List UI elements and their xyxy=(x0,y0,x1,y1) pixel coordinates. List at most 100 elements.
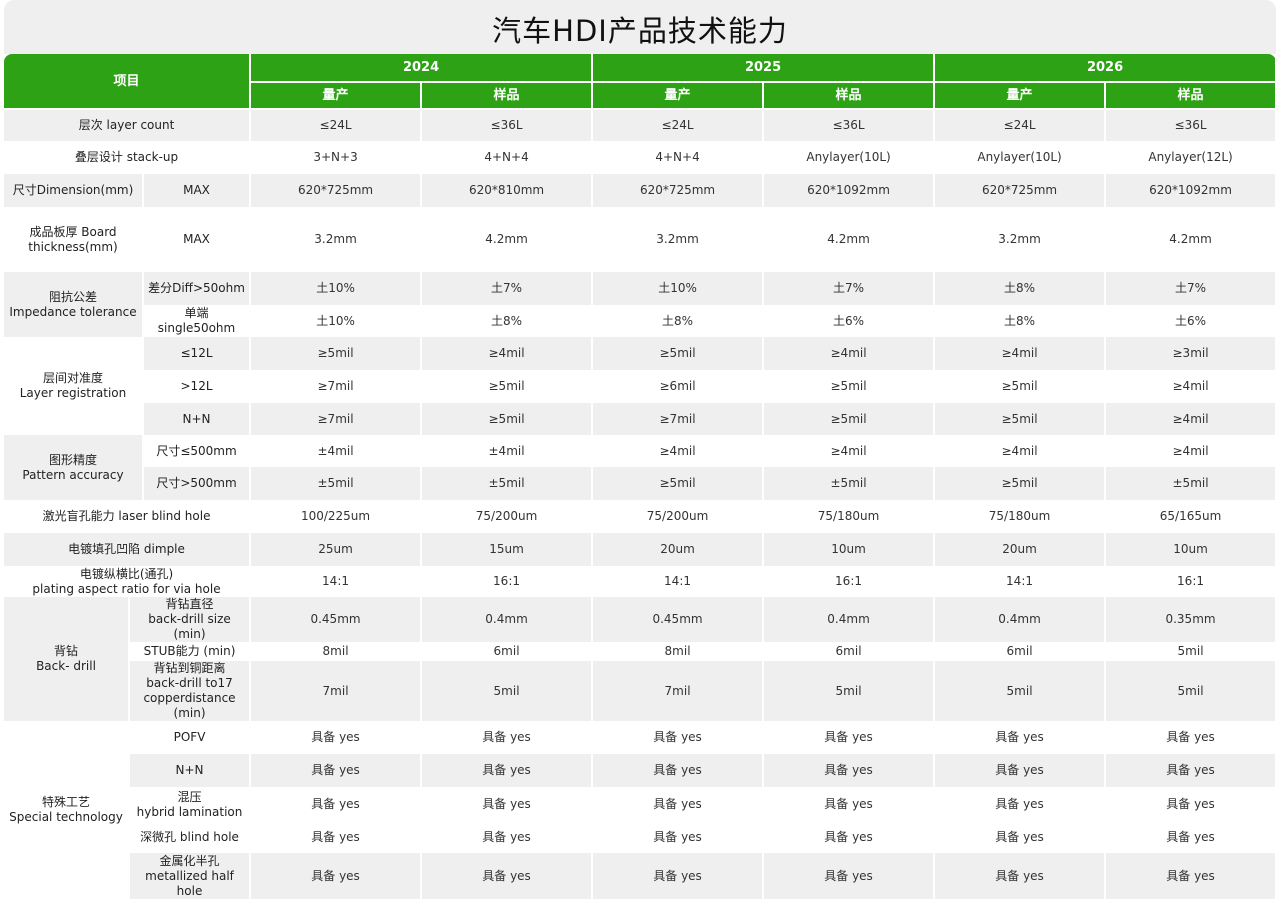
header-sample: 样品 xyxy=(1105,82,1278,110)
value-cell: ≥5mil xyxy=(934,403,1107,435)
value-cell: 7mil xyxy=(250,661,423,721)
table-row: N+N 具备 yes 具备 yes 具备 yes 具备 yes 具备 yes 具备 yes xyxy=(4,754,1278,787)
value-cell: 14:1 xyxy=(250,566,423,597)
row-sub-label: N+N xyxy=(129,754,252,787)
value-cell: ≤36L xyxy=(421,109,594,141)
row-group-label: 阻抗公差 Impedance tolerance xyxy=(4,272,144,337)
value-cell: 0.35mm xyxy=(1105,597,1278,642)
value-cell: ±5mil xyxy=(1105,467,1278,500)
value-cell: 4.2mm xyxy=(421,207,594,272)
value-cell: 6mil xyxy=(763,642,936,661)
header-year-2024: 2024 xyxy=(250,54,594,83)
value-cell: ≥5mil xyxy=(421,370,594,403)
value-cell: ≤36L xyxy=(1105,109,1278,141)
row-sub-label: 混压 hybrid lamination xyxy=(129,787,252,822)
value-cell: 具备 yes xyxy=(763,754,936,787)
value-cell: 620*725mm xyxy=(250,174,423,207)
value-cell: 0.4mm xyxy=(934,597,1107,642)
value-cell: ≥4mil xyxy=(1105,403,1278,435)
table-row: 背钻 Back- drill 背钻直径 back-drill size (min)… xyxy=(4,597,1278,721)
row-group-label: 成品板厚 Board thickness(mm) xyxy=(4,207,144,272)
value-cell: ≥4mil xyxy=(934,435,1107,467)
value-cell: 75/180um xyxy=(763,500,936,533)
value-cell: 3+N+3 xyxy=(250,141,423,174)
value-cell: 14:1 xyxy=(592,566,765,597)
value-cell: 土8% xyxy=(934,272,1107,305)
value-cell: ≤24L xyxy=(592,109,765,141)
table-row: STUB能力 (min) 8mil 6mil 8mil 6mil 6mil 5mil xyxy=(4,642,1278,661)
value-cell: 具备 yes xyxy=(934,721,1107,754)
value-cell: ≥5mil xyxy=(250,337,423,370)
value-cell: ≤24L xyxy=(934,109,1107,141)
table-row: 单端 single50ohm 土10% 土8% 土8% 土6% 土8% 土6% xyxy=(4,305,1278,337)
table-row: 电镀填孔凹陷 dimple 25um 15um 20um 10um 20um 10um xyxy=(4,533,1278,566)
value-cell: ≥5mil xyxy=(934,467,1107,500)
table-row: >12L ≥7mil ≥5mil ≥6mil ≥5mil ≥5mil ≥4mil xyxy=(4,370,1278,403)
value-cell: 具备 yes xyxy=(421,853,594,899)
value-cell: 620*1092mm xyxy=(1105,174,1278,207)
value-cell: 具备 yes xyxy=(421,754,594,787)
title-bar: 汽车HDI产品技术能力 xyxy=(4,0,1276,54)
value-cell: 土8% xyxy=(934,305,1107,337)
value-cell: 4.2mm xyxy=(1105,207,1278,272)
value-cell: 具备 yes xyxy=(1105,787,1278,822)
value-cell: 620*725mm xyxy=(592,174,765,207)
value-cell: 16:1 xyxy=(1105,566,1278,597)
value-cell: 15um xyxy=(421,533,594,566)
value-cell: 4+N+4 xyxy=(421,141,594,174)
value-cell: 具备 yes xyxy=(421,721,594,754)
value-cell: 土7% xyxy=(763,272,936,305)
table-row: 层间对准度 Layer registration ≤12L ≥5mil ≥4mil ≥5… xyxy=(4,337,1278,435)
table-row: 尺寸>500mm ±5mil ±5mil ≥5mil ±5mil ≥5mil ±5mil xyxy=(4,467,1278,500)
value-cell: 具备 yes xyxy=(763,721,936,754)
value-cell: 7mil xyxy=(592,661,765,721)
value-cell: Anylayer(10L) xyxy=(934,141,1107,174)
value-cell: 具备 yes xyxy=(592,787,765,822)
header-mass-production: 量产 xyxy=(592,82,765,110)
value-cell: 具备 yes xyxy=(1105,754,1278,787)
value-cell: ≥7mil xyxy=(592,403,765,435)
value-cell: ≥5mil xyxy=(763,370,936,403)
table-row: 阻抗公差 Impedance tolerance 差分Diff>50ohm 土10%… xyxy=(4,272,1278,337)
value-cell: ±4mil xyxy=(421,435,594,467)
value-cell: 65/165um xyxy=(1105,500,1278,533)
value-cell: 0.45mm xyxy=(592,597,765,642)
value-cell: 5mil xyxy=(1105,661,1278,721)
row-sub-label: POFV xyxy=(129,721,252,754)
row-group-label: 特殊工艺 Special technology xyxy=(4,721,130,899)
value-cell: ≥7mil xyxy=(250,403,423,435)
row-sub-label: 差分Diff>50ohm xyxy=(143,272,252,305)
value-cell: Anylayer(12L) xyxy=(1105,141,1278,174)
value-cell: 20um xyxy=(934,533,1107,566)
value-cell: 具备 yes xyxy=(934,822,1107,853)
row-sub-label: STUB能力 (min) xyxy=(129,642,252,661)
value-cell: 0.4mm xyxy=(763,597,936,642)
value-cell: 具备 yes xyxy=(1105,822,1278,853)
value-cell: ≥4mil xyxy=(763,337,936,370)
value-cell: 土8% xyxy=(592,305,765,337)
table-row: 背钻到铜距离 back-drill to17 copperdistance (m… xyxy=(4,661,1278,721)
value-cell: ≤24L xyxy=(250,109,423,141)
value-cell: ±4mil xyxy=(250,435,423,467)
row-group-label: 层间对准度 Layer registration xyxy=(4,337,144,435)
row-group-label: 电镀纵横比(通孔) plating aspect ratio for via h… xyxy=(4,566,252,597)
value-cell: 具备 yes xyxy=(763,853,936,899)
table-row: 激光盲孔能力 laser blind hole 100/225um 75/200um… xyxy=(4,500,1278,533)
row-group-label: 激光盲孔能力 laser blind hole xyxy=(4,500,252,533)
table-row: 尺寸Dimension(mm) MAX 620*725mm 620*810mm 620*… xyxy=(4,174,1278,207)
value-cell: 具备 yes xyxy=(250,822,423,853)
value-cell: 3.2mm xyxy=(592,207,765,272)
value-cell: 土10% xyxy=(250,305,423,337)
table-row: 深微孔 blind hole 具备 yes 具备 yes 具备 yes 具备 yes 具备… xyxy=(4,822,1278,853)
capability-sheet: 汽车HDI产品技术能力 项目 2024 2025 2026 量产 样品 量产 样… xyxy=(4,0,1278,899)
value-cell: 具备 yes xyxy=(1105,721,1278,754)
row-sub-label: >12L xyxy=(143,370,252,403)
value-cell: Anylayer(10L) xyxy=(763,141,936,174)
header-mass-production: 量产 xyxy=(250,82,423,110)
value-cell: 具备 yes xyxy=(1105,853,1278,899)
value-cell: 8mil xyxy=(250,642,423,661)
value-cell: 16:1 xyxy=(421,566,594,597)
value-cell: 具备 yes xyxy=(250,754,423,787)
capability-table: 项目 2024 2025 2026 量产 样品 量产 样品 量产 样品 层次 l… xyxy=(4,54,1278,899)
row-sub-label: MAX xyxy=(143,207,252,272)
